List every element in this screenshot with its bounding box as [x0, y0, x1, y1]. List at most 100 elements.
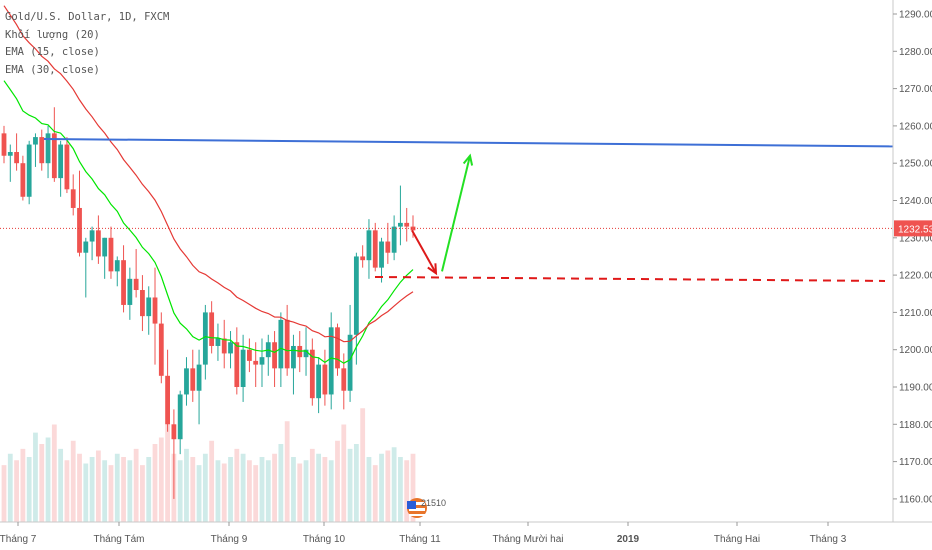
- volume-bar: [102, 460, 108, 522]
- candle-body: [228, 342, 233, 354]
- down-arrow-head: [427, 263, 438, 276]
- volume-bar: [272, 453, 277, 522]
- candle-body: [39, 137, 45, 164]
- candle-body: [171, 424, 177, 440]
- volume-bar: [152, 444, 158, 522]
- volume-bar: [146, 457, 152, 522]
- candle-body: [158, 323, 164, 376]
- candle-body: [165, 375, 170, 425]
- volume-bar: [89, 457, 95, 522]
- candle-body: [58, 144, 64, 179]
- price-tick-label: 1160.00: [899, 494, 932, 505]
- candle-body: [341, 368, 347, 391]
- price-tick-label: 1230.00: [899, 233, 932, 244]
- candle-body: [152, 297, 158, 324]
- candlestick-series: [1, 107, 416, 499]
- volume-bar: [278, 444, 284, 522]
- candle-body: [272, 342, 277, 369]
- time-axis: Tháng 7 Tháng Tám Tháng 9 Tháng 10 Tháng 11 T…: [0, 521, 932, 545]
- volume-bar: [353, 444, 359, 522]
- volume-bar: [83, 463, 89, 522]
- candle-body: [372, 230, 378, 268]
- candle-body: [177, 394, 183, 440]
- volume-bar: [372, 465, 378, 522]
- candle-body: [196, 364, 202, 391]
- candle-body: [335, 327, 340, 369]
- candle-body: [108, 237, 114, 272]
- candle-body: [328, 327, 334, 395]
- candle-body: [360, 256, 366, 261]
- volume-bar: [297, 463, 303, 522]
- candle-body: [366, 230, 372, 261]
- candle-body: [89, 230, 95, 242]
- up-arrow: [441, 155, 471, 272]
- price-tick-label: 1210.00: [899, 308, 932, 319]
- candle-body: [184, 368, 189, 395]
- volume-bar: [291, 457, 296, 522]
- price-tick-label: 1240.00: [899, 196, 932, 207]
- candle-body: [209, 312, 215, 346]
- volume-bar: [265, 460, 271, 522]
- time-tick-label: Tháng 7: [0, 534, 37, 545]
- volume-bar: [391, 447, 397, 522]
- candle-body: [347, 334, 353, 391]
- volume-bars: [1, 408, 416, 522]
- volume-bar: [1, 465, 7, 522]
- time-tick-label: Tháng 10: [303, 534, 346, 545]
- candle-body: [234, 342, 240, 387]
- candle-body: [95, 230, 101, 257]
- candle-body: [259, 357, 265, 365]
- volume-bar: [51, 424, 57, 522]
- time-tick-label: Tháng 9: [211, 534, 248, 545]
- candle-body: [1, 133, 7, 156]
- volume-bar: [177, 460, 183, 522]
- volume-bar: [316, 453, 322, 522]
- candle-body: [26, 144, 32, 197]
- volume-bar: [114, 453, 120, 522]
- price-tick-label: 1250.00: [899, 159, 932, 170]
- candle-body: [240, 349, 246, 387]
- candle-body: [7, 152, 13, 156]
- volume-bar: [322, 457, 328, 522]
- ema-lines: [3, 5, 414, 364]
- candle-body: [385, 241, 391, 253]
- flag-badge-text: 21510: [421, 498, 446, 508]
- price-tick-label: 1220.00: [899, 271, 932, 282]
- volume-bar: [215, 460, 221, 522]
- candle-body: [133, 278, 139, 291]
- volume-bar: [221, 463, 227, 522]
- support-dashed-line: [374, 275, 886, 282]
- price-tick-label: 1280.00: [899, 47, 932, 58]
- volume-bar: [20, 448, 26, 522]
- volume-bar: [196, 465, 202, 522]
- candle-body: [398, 222, 403, 227]
- candle-body: [278, 319, 284, 369]
- time-tick-label: Tháng Hai: [714, 534, 760, 545]
- candle-body: [284, 319, 290, 369]
- volume-bar: [133, 448, 139, 522]
- volume-bar: [209, 440, 215, 522]
- volume-bar: [234, 448, 240, 522]
- price-axis: 1290.00 1280.00 1270.00 1260.00 1250.00 1240.…: [892, 0, 932, 522]
- candle-body: [127, 278, 133, 305]
- volume-bar: [14, 460, 19, 522]
- volume-bar: [347, 448, 353, 522]
- candle-body: [291, 345, 296, 369]
- price-tick-label: 1170.00: [899, 457, 932, 468]
- volume-bar: [184, 448, 189, 522]
- volume-bar: [398, 457, 403, 522]
- volume-bar: [385, 450, 391, 522]
- volume-bar: [360, 408, 366, 522]
- ema15-line: [3, 80, 414, 364]
- ema15-indicator-label: EMA (15, close): [5, 46, 100, 58]
- flag-badge[interactable]: 21510: [405, 495, 449, 521]
- candle-body: [64, 144, 70, 190]
- volume-bar: [158, 437, 164, 522]
- volume-bar: [259, 457, 265, 522]
- volume-indicator-label: Khối lượng (20): [5, 28, 100, 41]
- symbol-label: Gold/U.S. Dollar, 1D, FXCM: [5, 11, 170, 23]
- candle-body: [322, 364, 328, 395]
- time-tick-label: 2019: [617, 534, 640, 545]
- candle-body: [221, 338, 227, 354]
